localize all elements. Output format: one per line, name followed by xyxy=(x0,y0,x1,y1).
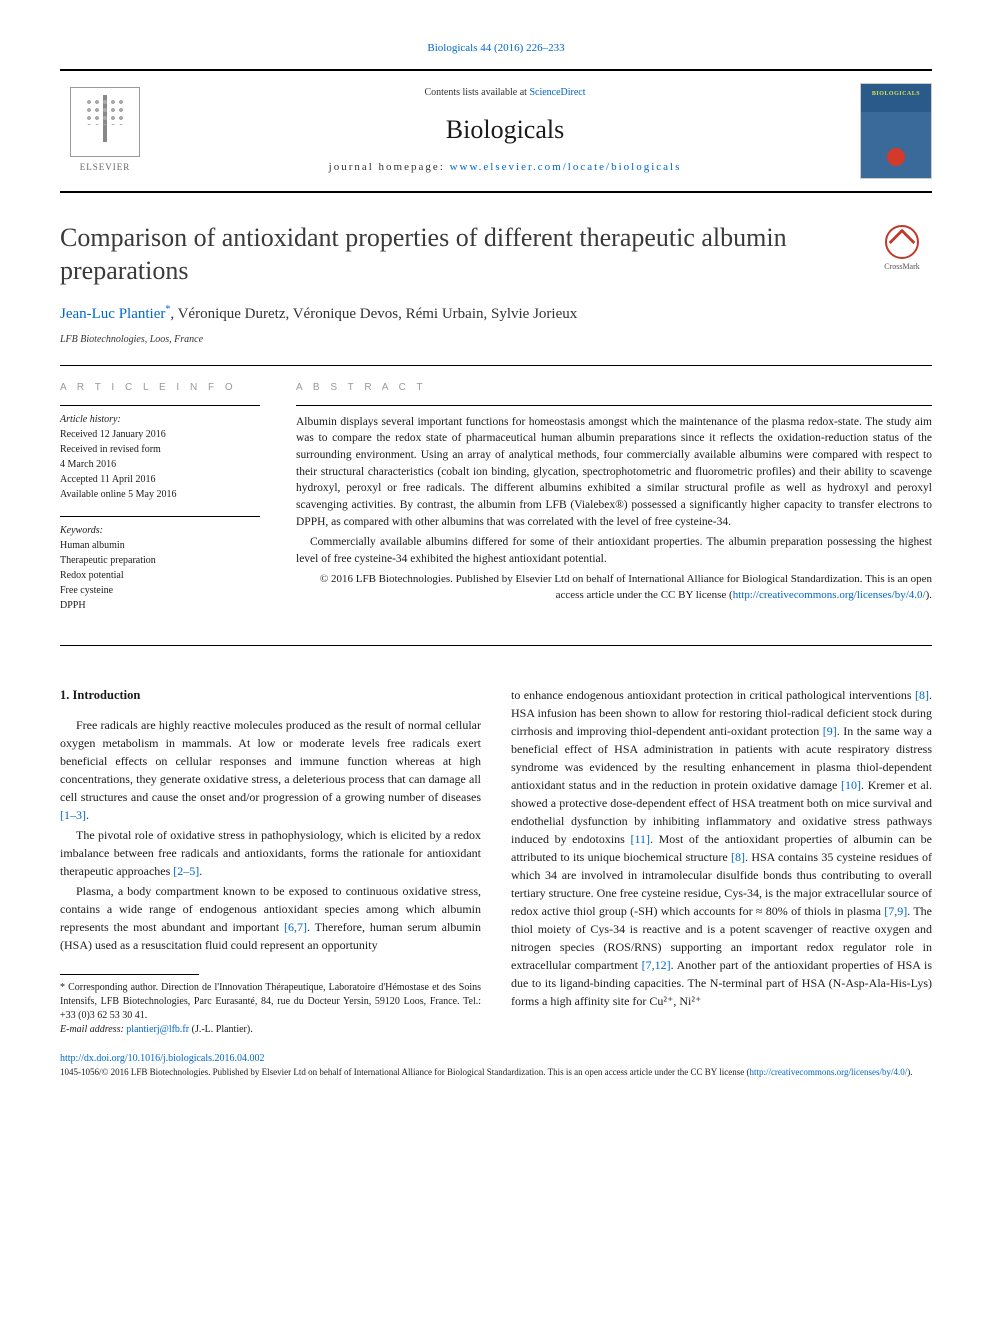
authors: Jean-Luc Plantier*, Véronique Duretz, Vé… xyxy=(60,302,932,326)
abstract: A B S T R A C T Albumin displays several… xyxy=(296,380,932,627)
journal-homepage: journal homepage: www.elsevier.com/locat… xyxy=(168,159,842,176)
article-title: Comparison of antioxidant properties of … xyxy=(60,221,852,289)
intro-p3: Plasma, a body compartment known to be e… xyxy=(60,882,481,954)
kw-2: Therapeutic preparation xyxy=(60,553,260,568)
footnotes: * Corresponding author. Direction de l'I… xyxy=(60,981,481,1037)
accepted: Accepted 11 April 2016 xyxy=(60,472,260,487)
column-right: to enhance endogenous antioxidant protec… xyxy=(511,686,932,1038)
divider-1 xyxy=(60,365,932,366)
abstract-copyright: © 2016 LFB Biotechnologies. Published by… xyxy=(296,572,932,604)
abstract-p1: Albumin displays several important funct… xyxy=(296,414,932,531)
journal-header: ELSEVIER Contents lists available at Sci… xyxy=(60,69,932,193)
cc-license-link[interactable]: http://creativecommons.org/licenses/by/4… xyxy=(733,589,926,601)
author-others: , Véronique Duretz, Véronique Devos, Rém… xyxy=(170,306,577,322)
body-columns: 1. Introduction Free radicals are highly… xyxy=(60,686,932,1038)
crossmark-icon xyxy=(885,225,919,259)
intro-heading: 1. Introduction xyxy=(60,686,481,705)
journal-name: Biologicals xyxy=(168,110,842,149)
kw-3: Redox potential xyxy=(60,568,260,583)
sciencedirect-link[interactable]: ScienceDirect xyxy=(529,87,585,98)
affiliation: LFB Biotechnologies, Loos, France xyxy=(60,332,932,347)
ref-7-12[interactable]: [7,12] xyxy=(642,958,671,972)
intro-p2b: . xyxy=(199,864,202,878)
header-center: Contents lists available at ScienceDirec… xyxy=(168,85,842,176)
keywords: Keywords: Human albumin Therapeutic prep… xyxy=(60,516,260,613)
revised-2: 4 March 2016 xyxy=(60,457,260,472)
corresponding-author: * Corresponding author. Direction de l'I… xyxy=(60,981,481,1023)
elsevier-text: ELSEVIER xyxy=(80,161,131,175)
divider-2 xyxy=(60,645,932,646)
ref-9[interactable]: [9] xyxy=(823,724,837,738)
ref-7-9[interactable]: [7,9] xyxy=(884,904,907,918)
ref-11[interactable]: [11] xyxy=(630,832,650,846)
author-lead[interactable]: Jean-Luc Plantier xyxy=(60,306,165,322)
info-abstract-row: A R T I C L E I N F O Article history: R… xyxy=(60,380,932,627)
cc-license-link-bottom[interactable]: http://creativecommons.org/licenses/by/4… xyxy=(749,1067,907,1077)
bottom-copy-a: 1045-1056/© 2016 LFB Biotechnologies. Pu… xyxy=(60,1067,749,1077)
intro-p1: Free radicals are highly reactive molecu… xyxy=(60,716,481,824)
citation-link[interactable]: Biologicals 44 (2016) 226–233 xyxy=(427,42,564,54)
col2-p1: to enhance endogenous antioxidant protec… xyxy=(511,686,932,1010)
intro-p2: The pivotal role of oxidative stress in … xyxy=(60,826,481,880)
elsevier-logo: ELSEVIER xyxy=(60,81,150,181)
ref-2-5[interactable]: [2–5] xyxy=(173,864,199,878)
intro-p1a: Free radicals are highly reactive molecu… xyxy=(60,718,481,804)
revised-1: Received in revised form xyxy=(60,442,260,457)
intro-p1b: . xyxy=(86,808,89,822)
intro-p2a: The pivotal role of oxidative stress in … xyxy=(60,828,481,878)
article-history: Article history: Received 12 January 201… xyxy=(60,405,260,502)
email-line: E-mail address: plantierj@lfb.fr (J.-L. … xyxy=(60,1023,481,1037)
abstract-body: Albumin displays several important funct… xyxy=(296,405,932,604)
crossmark-badge[interactable]: CrossMark xyxy=(872,225,932,273)
contents-prefix: Contents lists available at xyxy=(424,87,529,98)
elsevier-tree-icon xyxy=(70,87,140,157)
ref-8b[interactable]: [8] xyxy=(731,850,745,864)
history-label: Article history: xyxy=(60,412,260,427)
keywords-label: Keywords: xyxy=(60,523,260,538)
ref-10[interactable]: [10] xyxy=(841,778,861,792)
contents-line: Contents lists available at ScienceDirec… xyxy=(168,85,842,100)
abstract-p2: Commercially available albumins differed… xyxy=(296,534,932,567)
homepage-link[interactable]: www.elsevier.com/locate/biologicals xyxy=(450,161,682,173)
doi-link[interactable]: http://dx.doi.org/10.1016/j.biologicals.… xyxy=(60,1053,265,1064)
email-tail: (J.-L. Plantier). xyxy=(189,1024,253,1035)
ref-6-7[interactable]: [6,7] xyxy=(284,920,307,934)
column-left: 1. Introduction Free radicals are highly… xyxy=(60,686,481,1038)
citation-top: Biologicals 44 (2016) 226–233 xyxy=(60,40,932,57)
ref-1-3[interactable]: [1–3] xyxy=(60,808,86,822)
journal-cover-icon xyxy=(860,83,932,179)
kw-4: Free cysteine xyxy=(60,583,260,598)
kw-1: Human albumin xyxy=(60,538,260,553)
copyright-post: ). xyxy=(926,589,932,601)
received: Received 12 January 2016 xyxy=(60,427,260,442)
article-info: A R T I C L E I N F O Article history: R… xyxy=(60,380,260,627)
bottom-copy-b: ). xyxy=(907,1067,912,1077)
email-label: E-mail address: xyxy=(60,1024,126,1035)
footnote-divider xyxy=(60,974,199,975)
kw-5: DPPH xyxy=(60,598,260,613)
homepage-prefix: journal homepage: xyxy=(329,161,450,173)
article-info-heading: A R T I C L E I N F O xyxy=(60,380,260,395)
online: Available online 5 May 2016 xyxy=(60,487,260,502)
abstract-heading: A B S T R A C T xyxy=(296,380,932,395)
title-block: Comparison of antioxidant properties of … xyxy=(60,221,932,289)
crossmark-label: CrossMark xyxy=(884,261,920,273)
ref-8[interactable]: [8] xyxy=(915,688,929,702)
bottom-copyright: 1045-1056/© 2016 LFB Biotechnologies. Pu… xyxy=(60,1066,932,1079)
doi-line: http://dx.doi.org/10.1016/j.biologicals.… xyxy=(60,1051,932,1066)
c2-t1: to enhance endogenous antioxidant protec… xyxy=(511,688,915,702)
email-link[interactable]: plantierj@lfb.fr xyxy=(126,1024,189,1035)
